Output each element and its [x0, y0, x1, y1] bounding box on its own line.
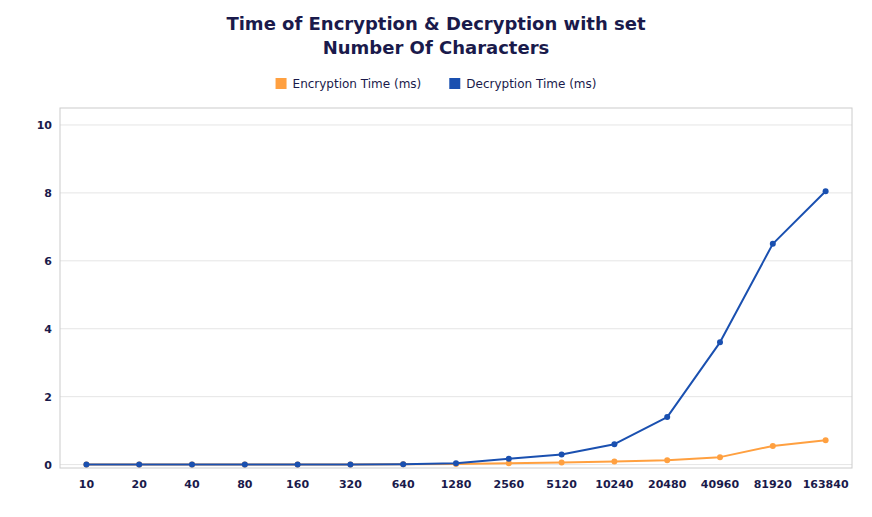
grid-line	[60, 260, 852, 261]
marker	[189, 462, 195, 468]
legend-item: Decryption Time (ms)	[449, 77, 596, 91]
line	[86, 191, 825, 464]
legend-swatch	[449, 78, 460, 89]
marker	[664, 414, 670, 420]
marker	[559, 451, 565, 457]
legend-swatch	[276, 78, 287, 89]
grid-line	[60, 192, 852, 193]
marker	[400, 461, 406, 467]
legend-label: Decryption Time (ms)	[466, 77, 596, 91]
marker	[347, 462, 353, 468]
marker	[770, 241, 776, 247]
grid	[60, 125, 852, 465]
series	[83, 437, 828, 467]
x-tick-label: 160	[286, 478, 309, 491]
marker	[400, 461, 406, 467]
marker	[453, 461, 459, 467]
marker	[717, 454, 723, 460]
marker	[611, 441, 617, 447]
marker	[83, 462, 89, 468]
marker	[136, 462, 142, 468]
x-tick-label: 320	[339, 478, 362, 491]
x-tick-label: 640	[392, 478, 415, 491]
marker	[242, 462, 248, 468]
marker	[717, 339, 723, 345]
grid-line	[60, 396, 852, 397]
series	[83, 188, 828, 467]
x-tick-label: 40960	[701, 478, 740, 491]
marker	[770, 443, 776, 449]
marker	[347, 462, 353, 468]
marker	[453, 460, 459, 466]
marker	[664, 457, 670, 463]
marker	[295, 462, 301, 468]
x-tick-label: 20	[132, 478, 148, 491]
chart-container: Time of Encryption & Decryption with set…	[0, 0, 872, 517]
marker	[823, 188, 829, 194]
marker	[823, 437, 829, 443]
x-tick-label: 80	[237, 478, 253, 491]
x-tick-label: 5120	[546, 478, 577, 491]
y-tick-label: 6	[44, 255, 52, 268]
x-tick-label: 20480	[648, 478, 687, 491]
x-tick-label: 163840	[803, 478, 849, 491]
marker	[506, 456, 512, 462]
plot-area	[83, 188, 828, 467]
x-tick-label: 81920	[754, 478, 793, 491]
legend: Encryption Time (ms) Decryption Time (ms)	[276, 77, 597, 91]
marker	[136, 462, 142, 468]
grid-line	[60, 328, 852, 329]
legend-item: Encryption Time (ms)	[276, 77, 422, 91]
title-line: Time of Encryption & Decryption with set	[226, 13, 646, 34]
x-tick-label: 1280	[441, 478, 472, 491]
x-tick-label: 40	[184, 478, 200, 491]
marker	[611, 459, 617, 465]
marker	[242, 462, 248, 468]
legend-label: Encryption Time (ms)	[293, 77, 422, 91]
y-tick-label: 4	[44, 323, 52, 336]
x-tick-label: 2560	[493, 478, 524, 491]
marker	[83, 462, 89, 468]
chart: Time of Encryption & Decryption with set…	[0, 0, 872, 517]
y-tick-label: 8	[44, 187, 52, 200]
title: Time of Encryption & Decryption with set…	[226, 13, 646, 58]
title-line: Number Of Characters	[323, 37, 550, 58]
y-tick-label: 10	[37, 119, 53, 132]
x-tick-label: 10240	[595, 478, 634, 491]
marker	[189, 462, 195, 468]
plot-frame	[60, 108, 852, 468]
grid-line	[60, 124, 852, 125]
y-tick-label: 0	[44, 459, 52, 472]
marker	[559, 459, 565, 465]
x-tick-label: 10	[79, 478, 95, 491]
marker	[295, 462, 301, 468]
y-tick-label: 2	[44, 391, 52, 404]
